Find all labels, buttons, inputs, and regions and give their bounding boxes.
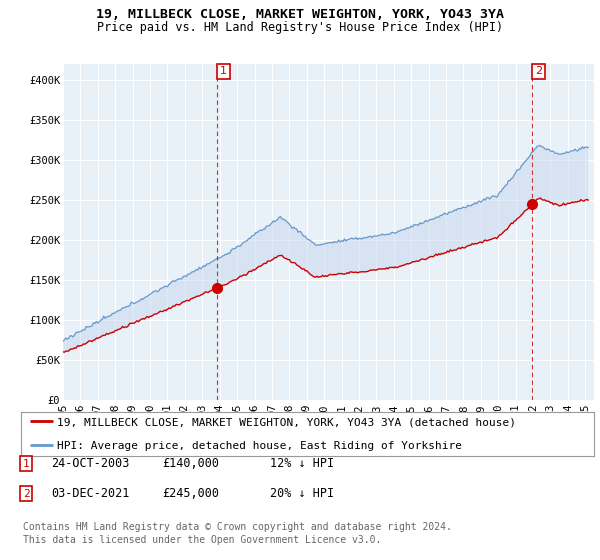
Text: 12% ↓ HPI: 12% ↓ HPI bbox=[270, 457, 334, 470]
Text: Price paid vs. HM Land Registry's House Price Index (HPI): Price paid vs. HM Land Registry's House … bbox=[97, 21, 503, 34]
Text: 1: 1 bbox=[23, 459, 29, 469]
Text: Contains HM Land Registry data © Crown copyright and database right 2024.
This d: Contains HM Land Registry data © Crown c… bbox=[23, 522, 452, 545]
Text: 20% ↓ HPI: 20% ↓ HPI bbox=[270, 487, 334, 501]
Text: £245,000: £245,000 bbox=[162, 487, 219, 501]
Text: 19, MILLBECK CLOSE, MARKET WEIGHTON, YORK, YO43 3YA: 19, MILLBECK CLOSE, MARKET WEIGHTON, YOR… bbox=[96, 8, 504, 21]
Text: £140,000: £140,000 bbox=[162, 457, 219, 470]
Text: 1: 1 bbox=[220, 67, 227, 77]
Text: 03-DEC-2021: 03-DEC-2021 bbox=[51, 487, 130, 501]
Text: 24-OCT-2003: 24-OCT-2003 bbox=[51, 457, 130, 470]
Text: HPI: Average price, detached house, East Riding of Yorkshire: HPI: Average price, detached house, East… bbox=[57, 441, 462, 451]
Text: 2: 2 bbox=[535, 67, 542, 77]
Text: 19, MILLBECK CLOSE, MARKET WEIGHTON, YORK, YO43 3YA (detached house): 19, MILLBECK CLOSE, MARKET WEIGHTON, YOR… bbox=[57, 417, 516, 427]
Text: 2: 2 bbox=[23, 489, 29, 499]
